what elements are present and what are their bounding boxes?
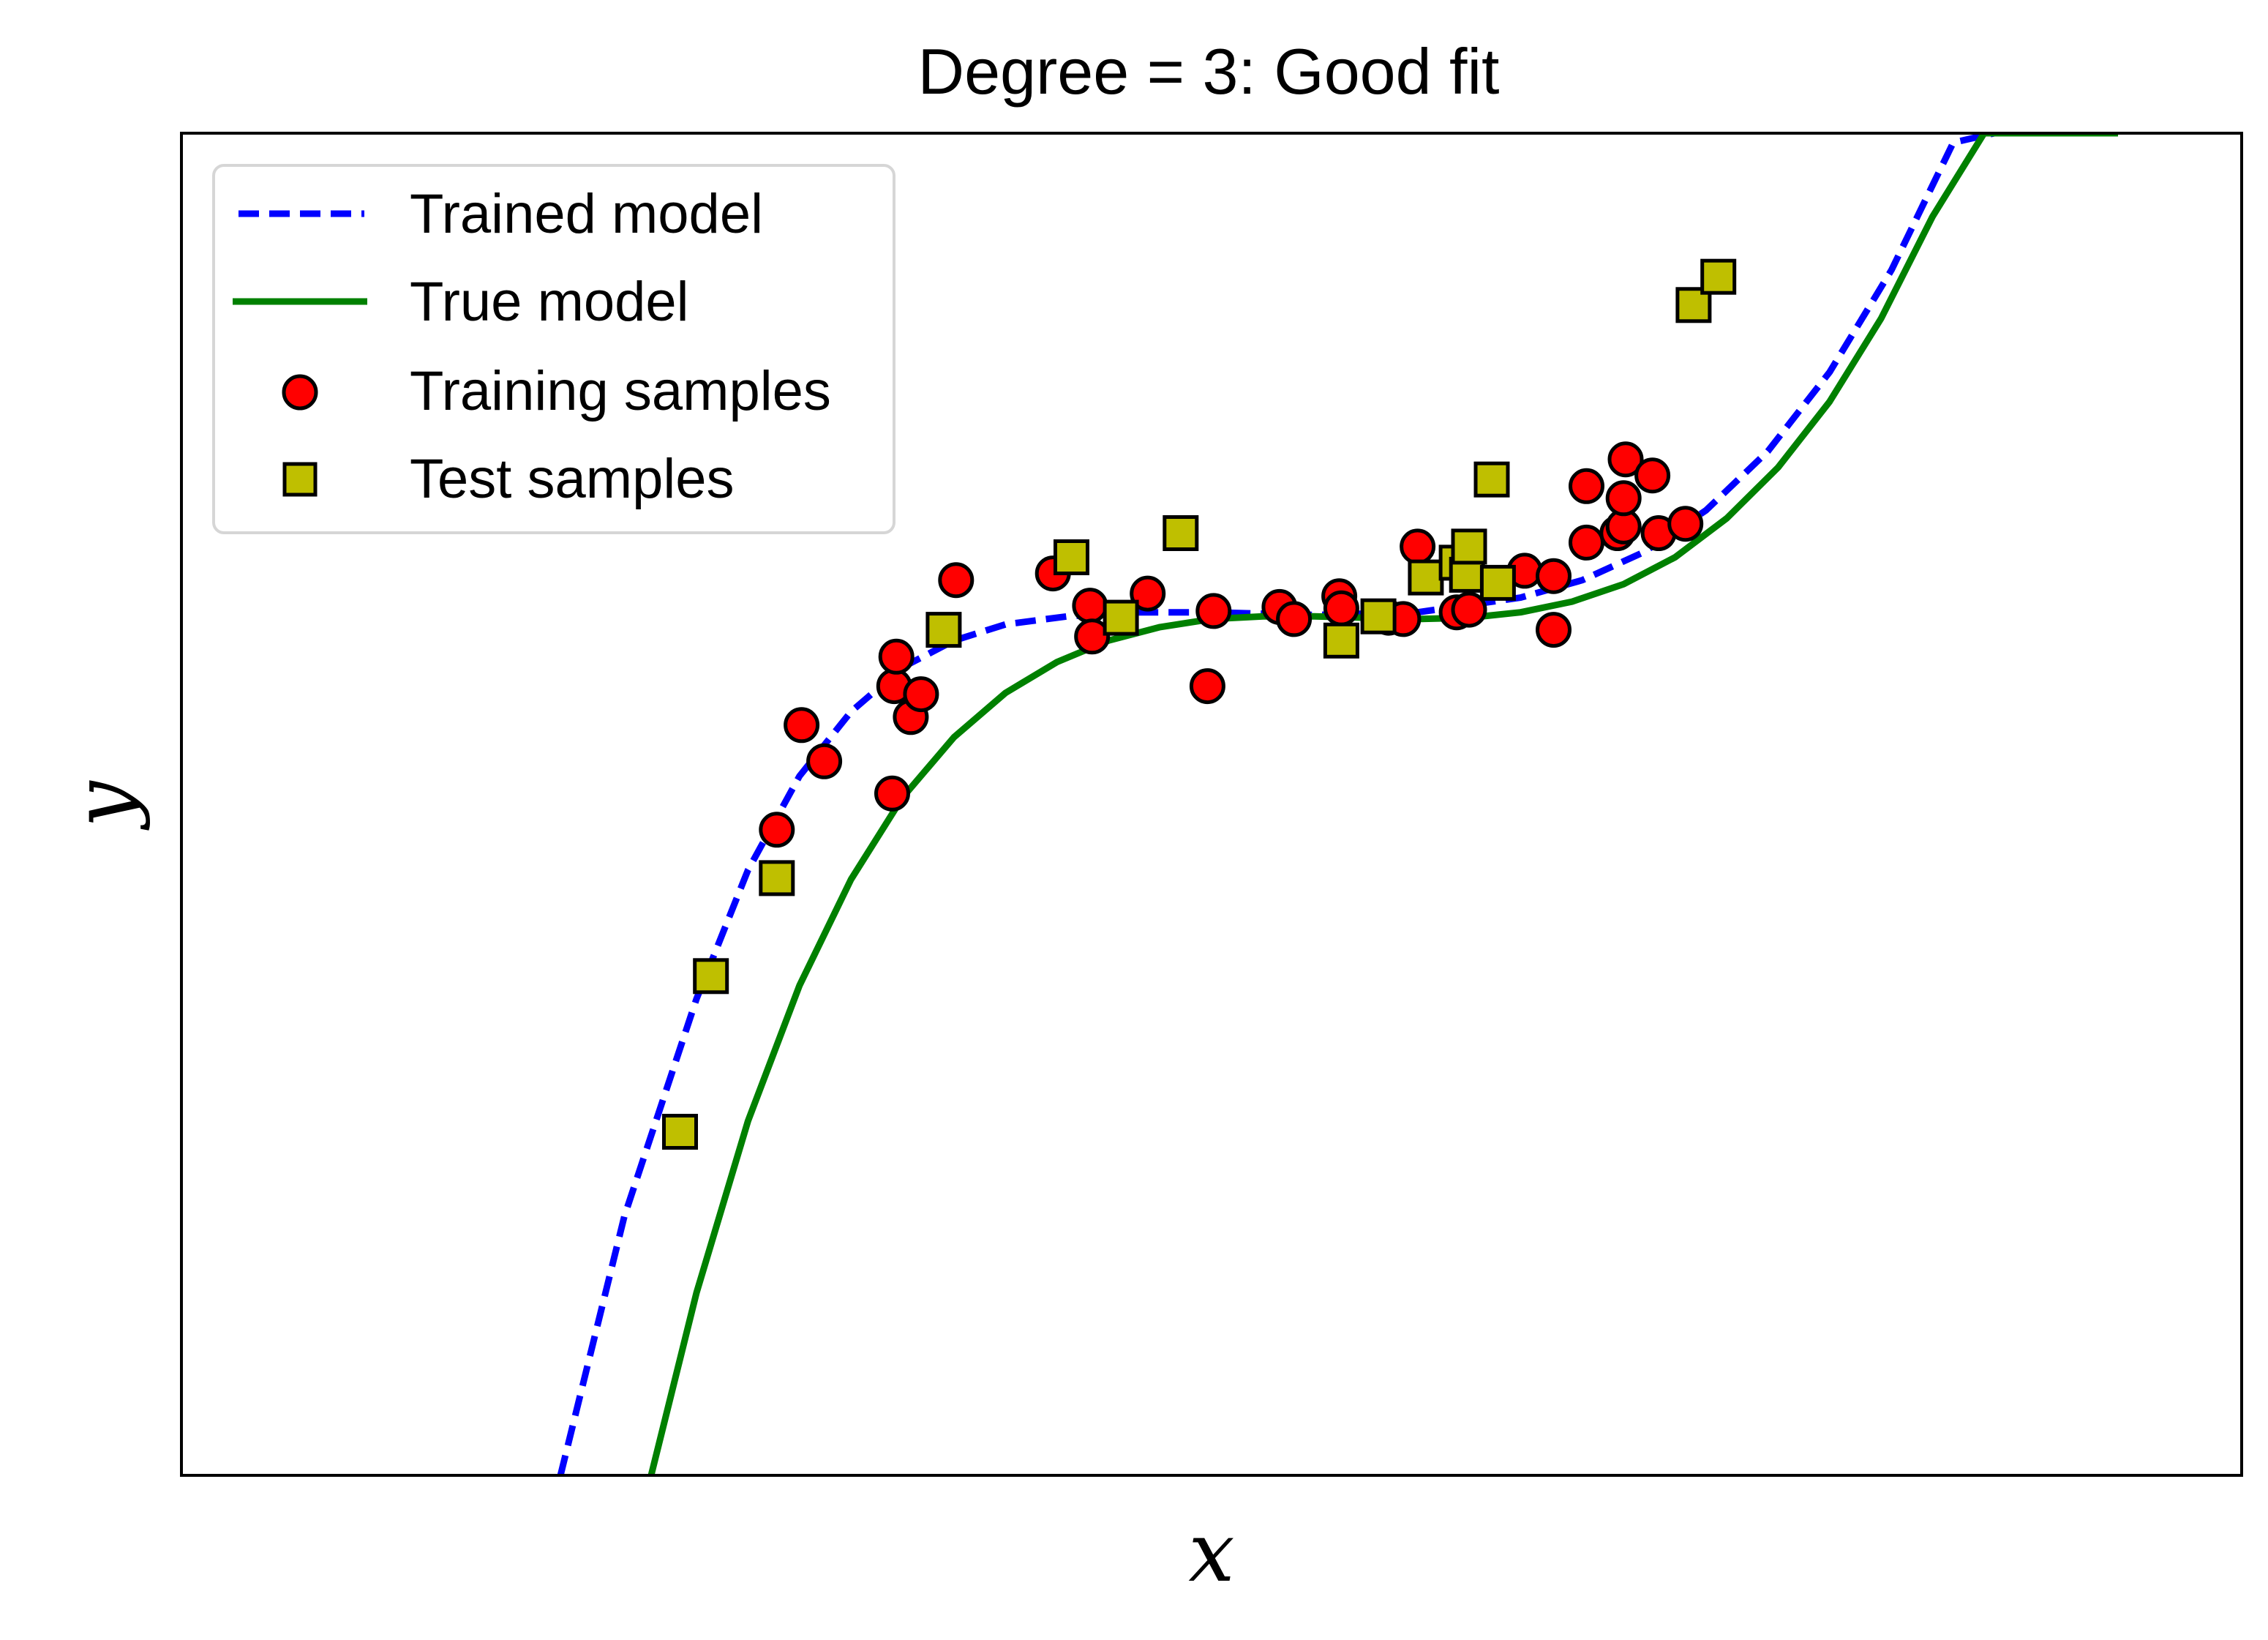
x-axis-label: x	[1188, 1505, 1234, 1600]
legend-label-true-model: True model	[410, 271, 689, 333]
test-sample-point	[662, 1114, 698, 1150]
training-sample-point	[1451, 591, 1487, 628]
training-sample-point	[1400, 528, 1436, 565]
training-sample-point	[1276, 601, 1313, 637]
training-sample-point	[784, 707, 820, 744]
training-sample-point	[1195, 593, 1232, 629]
test-sample-point	[1675, 287, 1712, 323]
test-sample-point	[1103, 599, 1139, 636]
legend-box	[212, 164, 895, 534]
training-sample-point	[1323, 590, 1359, 626]
series-markers	[662, 258, 1737, 1150]
test-sample-point	[759, 860, 795, 896]
training-sample-point	[903, 676, 939, 713]
test-sample-point	[1473, 461, 1510, 498]
training-sample-point	[874, 775, 910, 812]
y-axis-label: y	[56, 780, 151, 831]
test-sample-point	[1479, 564, 1516, 601]
training-sample-point	[1667, 506, 1704, 542]
chart-title: Degree = 3: Good fit	[918, 35, 1500, 108]
test-sample-point	[1163, 515, 1199, 551]
test-sample-point	[1360, 598, 1397, 634]
training-sample-point	[759, 812, 795, 848]
training-sample-point	[1569, 468, 1604, 504]
legend-swatch-test-samples	[282, 462, 318, 497]
legend-label-trained-model: Trained model	[410, 183, 763, 245]
legend-swatch-training-samples	[282, 374, 318, 411]
training-sample-point	[1605, 480, 1642, 517]
test-sample-point	[693, 958, 729, 995]
plot-area	[180, 132, 2243, 1477]
training-sample-point	[1189, 668, 1225, 705]
training-sample-point	[1634, 457, 1671, 494]
test-sample-point	[925, 612, 962, 648]
training-sample-point	[1130, 575, 1166, 612]
test-sample-point	[1323, 622, 1359, 659]
test-sample-point	[1054, 539, 1089, 575]
legend-label-training-samples: Training samples	[410, 360, 831, 422]
legend: Trained model True model Training sample…	[212, 164, 895, 534]
training-sample-point	[938, 562, 975, 599]
training-sample-point	[1072, 588, 1108, 624]
training-sample-point	[1074, 618, 1111, 655]
training-sample-point	[878, 638, 915, 675]
test-sample-point	[1700, 258, 1737, 295]
legend-label-test-samples: Test samples	[410, 448, 735, 510]
training-sample-point	[1569, 524, 1604, 561]
training-sample-point	[1536, 612, 1572, 648]
plot-frame	[180, 132, 2243, 1477]
test-sample-point	[1408, 559, 1444, 596]
test-sample-point	[1451, 528, 1487, 565]
training-sample-point	[806, 743, 843, 779]
training-sample-point	[1607, 441, 1644, 478]
training-sample-point	[1536, 558, 1572, 594]
